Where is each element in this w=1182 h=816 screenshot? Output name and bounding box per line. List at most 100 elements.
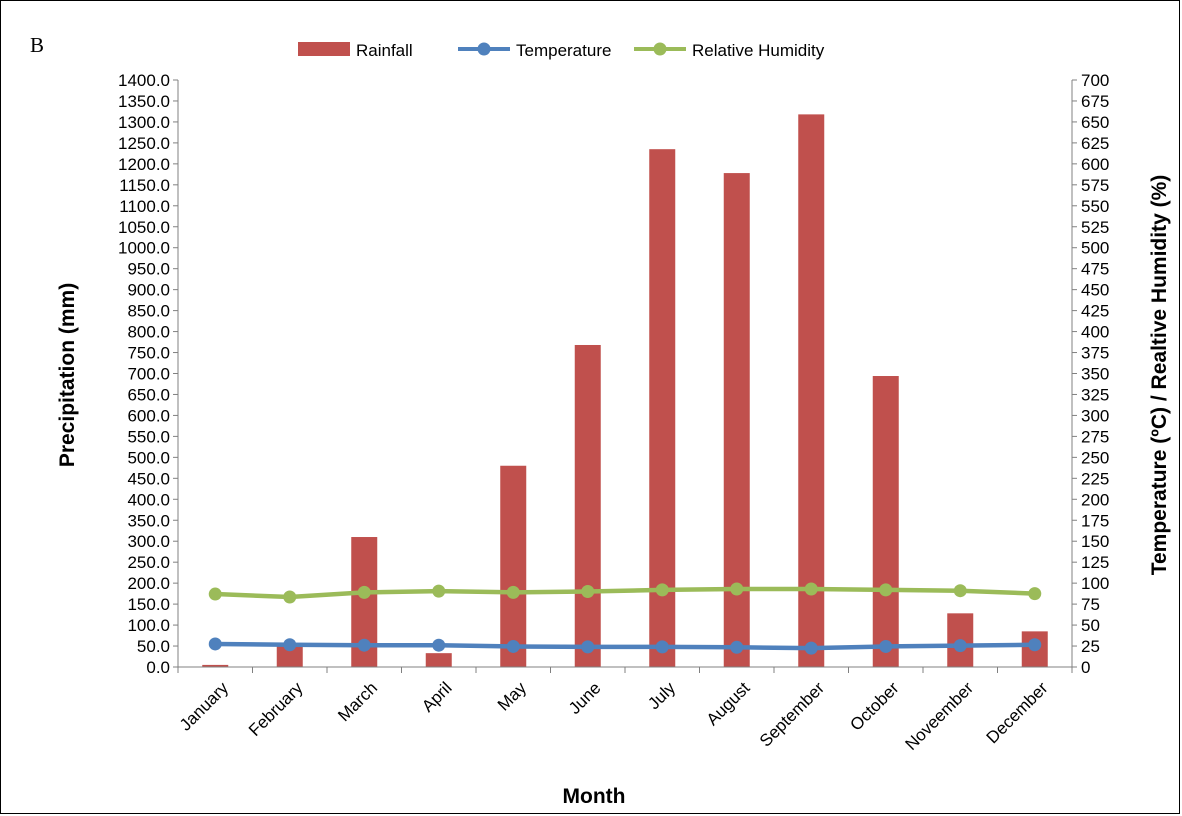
right-tick-label: 650 bbox=[1081, 113, 1109, 132]
temperature-point-6 bbox=[655, 640, 669, 654]
left-tick-label: 1200.0 bbox=[118, 155, 170, 174]
humidity-point-9 bbox=[879, 583, 893, 597]
temperature-point-9 bbox=[879, 639, 893, 653]
right-axis-ticks: 0 25 50 75 100 125 150 175 200 225 250 275 300 325350… bbox=[1072, 71, 1109, 677]
left-tick-label: 0.0 bbox=[146, 658, 170, 677]
left-tick-label: 550.0 bbox=[127, 427, 170, 446]
left-tick-label: 1000.0 bbox=[118, 239, 170, 258]
right-tick-label: 700 bbox=[1081, 71, 1109, 90]
right-tick-label: 525 bbox=[1081, 218, 1109, 237]
x-tick-label: February bbox=[245, 678, 307, 740]
left-tick-label: 1050.0 bbox=[118, 218, 170, 237]
panel-label: B bbox=[30, 33, 44, 57]
right-tick-label: 225 bbox=[1081, 469, 1109, 488]
left-tick-label: 500.0 bbox=[127, 448, 170, 467]
rainfall-bar-4 bbox=[500, 465, 527, 667]
left-tick-label: 100.0 bbox=[127, 616, 170, 635]
y2-axis-title: Temperature (ºC) / Realtive Humidity (%) bbox=[1148, 175, 1171, 576]
left-tick-label: 1250.0 bbox=[118, 134, 170, 153]
left-tick-label: 800.0 bbox=[127, 323, 170, 342]
legend-humidity-label: Relative Humidity bbox=[692, 41, 825, 60]
right-tick-label: 475 bbox=[1081, 260, 1109, 279]
left-tick-label: 200.0 bbox=[127, 574, 170, 593]
left-tick-label: 300.0 bbox=[127, 532, 170, 551]
left-tick-label: 1150.0 bbox=[119, 176, 170, 195]
humidity-point-7 bbox=[730, 582, 744, 596]
right-tick-label: 550 bbox=[1081, 197, 1109, 216]
right-tick-label: 0 bbox=[1081, 658, 1090, 677]
right-tick-label: 125 bbox=[1081, 553, 1109, 572]
legend: Rainfall Temperature Relative Humidity bbox=[298, 41, 825, 60]
right-tick-label: 100 bbox=[1081, 574, 1109, 593]
right-tick-label: 25 bbox=[1081, 637, 1100, 656]
right-tick-label: 150 bbox=[1081, 532, 1109, 551]
right-tick-label: 675 bbox=[1081, 92, 1109, 111]
humidity-point-3 bbox=[432, 584, 446, 598]
rainfall-bar-6 bbox=[649, 149, 676, 668]
humidity-point-11 bbox=[1028, 587, 1042, 601]
right-tick-label: 425 bbox=[1081, 302, 1109, 321]
x-axis-title: Month bbox=[563, 785, 626, 808]
left-tick-label: 450.0 bbox=[127, 469, 170, 488]
right-tick-label: 250 bbox=[1081, 448, 1109, 467]
temperature-point-8 bbox=[804, 641, 818, 655]
left-tick-label: 1300.0 bbox=[118, 113, 170, 132]
x-tick-label: October bbox=[846, 678, 902, 734]
humidity-line bbox=[215, 586, 1035, 600]
temperature-point-1 bbox=[283, 638, 297, 652]
x-tick-label: April bbox=[418, 678, 455, 715]
humidity-series bbox=[208, 582, 1042, 604]
rainfall-bar-8 bbox=[798, 114, 825, 668]
right-tick-label: 625 bbox=[1081, 134, 1109, 153]
left-tick-label: 1400.0 bbox=[118, 71, 170, 90]
right-tick-label: 400 bbox=[1081, 323, 1109, 342]
humidity-point-4 bbox=[506, 585, 520, 599]
left-tick-label: 600.0 bbox=[127, 406, 170, 425]
left-tick-label: 400.0 bbox=[127, 490, 170, 509]
x-tick-label: May bbox=[494, 678, 530, 714]
temperature-point-0 bbox=[208, 637, 222, 651]
temperature-point-2 bbox=[357, 638, 371, 652]
humidity-point-8 bbox=[804, 582, 818, 596]
right-tick-label: 300 bbox=[1081, 406, 1109, 425]
left-tick-label: 250.0 bbox=[127, 553, 170, 572]
y-axis-title: Precipitation (mm) bbox=[56, 283, 79, 467]
left-tick-label: 1100.0 bbox=[119, 197, 170, 216]
right-tick-label: 325 bbox=[1081, 385, 1109, 404]
legend-humidity-marker bbox=[653, 42, 667, 56]
temperature-line bbox=[215, 641, 1035, 651]
left-tick-label: 750.0 bbox=[127, 344, 170, 363]
humidity-point-0 bbox=[208, 587, 222, 601]
legend-rainfall-swatch bbox=[298, 42, 350, 56]
rainfall-bar-5 bbox=[574, 344, 601, 667]
rainfall-bar-1 bbox=[276, 643, 303, 667]
x-tick-label: December bbox=[983, 678, 1052, 747]
x-tick-label: January bbox=[176, 678, 233, 735]
right-tick-label: 350 bbox=[1081, 365, 1109, 384]
rainfall-bar-3 bbox=[425, 653, 452, 667]
right-tick-label: 50 bbox=[1081, 616, 1100, 635]
humidity-point-1 bbox=[283, 590, 297, 604]
temperature-point-5 bbox=[581, 640, 595, 654]
temperature-point-3 bbox=[432, 638, 446, 652]
right-tick-label: 575 bbox=[1081, 176, 1109, 195]
temperature-point-10 bbox=[953, 639, 967, 653]
left-tick-label: 650.0 bbox=[127, 385, 170, 404]
legend-temperature-marker bbox=[477, 42, 491, 56]
right-tick-label: 500 bbox=[1081, 239, 1109, 258]
right-tick-label: 600 bbox=[1081, 155, 1109, 174]
temperature-point-4 bbox=[506, 639, 520, 653]
left-tick-label: 350.0 bbox=[127, 511, 170, 530]
humidity-point-5 bbox=[581, 585, 595, 599]
x-tick-label: Noveember bbox=[902, 678, 978, 754]
right-tick-label: 375 bbox=[1081, 344, 1109, 363]
humidity-point-6 bbox=[655, 583, 669, 597]
left-tick-label: 700.0 bbox=[127, 365, 170, 384]
axes bbox=[177, 80, 1073, 668]
temperature-point-11 bbox=[1028, 638, 1042, 652]
left-tick-label: 150.0 bbox=[127, 595, 170, 614]
rainfall-bar-9 bbox=[872, 376, 899, 667]
rainfall-bar-0 bbox=[202, 664, 229, 667]
x-axis-ticks: January February March April May June July Augu… bbox=[176, 667, 1073, 754]
